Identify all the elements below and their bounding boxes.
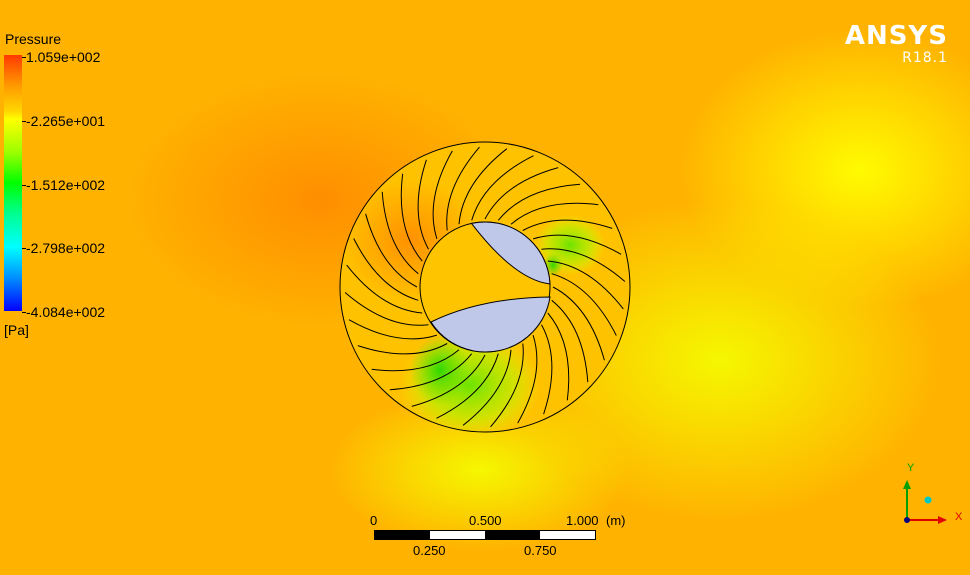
blade bbox=[517, 334, 538, 424]
legend-color-bar bbox=[4, 55, 22, 311]
blade bbox=[348, 319, 438, 340]
blade bbox=[522, 219, 613, 231]
blade bbox=[346, 264, 423, 314]
blade bbox=[458, 148, 508, 225]
axis-triad-icon bbox=[903, 480, 947, 524]
blade bbox=[344, 292, 429, 326]
legend-tick-3: -1.512e+002 bbox=[21, 177, 106, 193]
blade bbox=[551, 299, 589, 383]
y-axis-label: Y bbox=[907, 462, 915, 474]
blade bbox=[497, 183, 581, 221]
blade bbox=[541, 248, 626, 282]
rotor-outer-boundary bbox=[339, 141, 631, 433]
blade bbox=[371, 349, 460, 372]
brand-name: ANSYS bbox=[844, 21, 948, 51]
blade bbox=[510, 202, 599, 225]
scale-label-0: 0 bbox=[370, 513, 378, 528]
legend-tick-2: -2.265e+001 bbox=[21, 113, 106, 129]
color-legend: Pressure 1.059e+002 -2.265e+001 -1.512e+… bbox=[0, 0, 160, 350]
x-axis-label: X bbox=[955, 511, 963, 523]
scale-bar: 0 0.500 1.000 (m) 0.250 0.750 bbox=[370, 510, 640, 560]
legend-tick-max: 1.059e+002 bbox=[21, 49, 101, 65]
blade bbox=[547, 260, 624, 310]
legend-unit: [Pa] bbox=[4, 322, 29, 338]
blade bbox=[417, 159, 429, 250]
blade bbox=[484, 167, 559, 220]
blade bbox=[551, 273, 617, 336]
blade bbox=[365, 213, 418, 288]
blade bbox=[446, 146, 480, 231]
legend-title: Pressure bbox=[5, 31, 62, 47]
blade bbox=[462, 349, 512, 426]
blade bbox=[436, 353, 499, 419]
legend-tick-4: -2.798e+002 bbox=[21, 240, 106, 256]
blade bbox=[471, 155, 534, 221]
hub-lower-solid bbox=[430, 296, 551, 353]
blade bbox=[411, 354, 486, 407]
blade bbox=[400, 173, 423, 262]
turbine-blades bbox=[344, 146, 626, 428]
wake-region bbox=[330, 390, 630, 550]
scale-label-1000: 1.000 bbox=[566, 513, 599, 528]
blade bbox=[552, 286, 605, 361]
scale-bar-graphic bbox=[374, 530, 596, 540]
blade bbox=[381, 191, 419, 275]
scale-label-0500: 0.500 bbox=[469, 513, 502, 528]
blade bbox=[547, 312, 570, 401]
axis-triad[interactable]: Y X bbox=[895, 458, 970, 533]
scale-unit: (m) bbox=[606, 513, 626, 528]
ansys-logo: ANSYS R18.1 bbox=[845, 22, 948, 66]
legend-tick-min: -4.084e+002 bbox=[21, 304, 106, 320]
blade bbox=[353, 238, 419, 301]
blade bbox=[541, 324, 553, 415]
blade bbox=[490, 343, 524, 428]
blade bbox=[432, 150, 453, 240]
blade bbox=[389, 353, 473, 391]
blade bbox=[532, 234, 622, 255]
brand-version: R18.1 bbox=[902, 50, 948, 66]
scale-label-0250: 0.250 bbox=[413, 543, 446, 558]
hub-upper-solid bbox=[470, 221, 551, 285]
scale-label-0750: 0.750 bbox=[524, 543, 557, 558]
blade bbox=[357, 343, 448, 355]
